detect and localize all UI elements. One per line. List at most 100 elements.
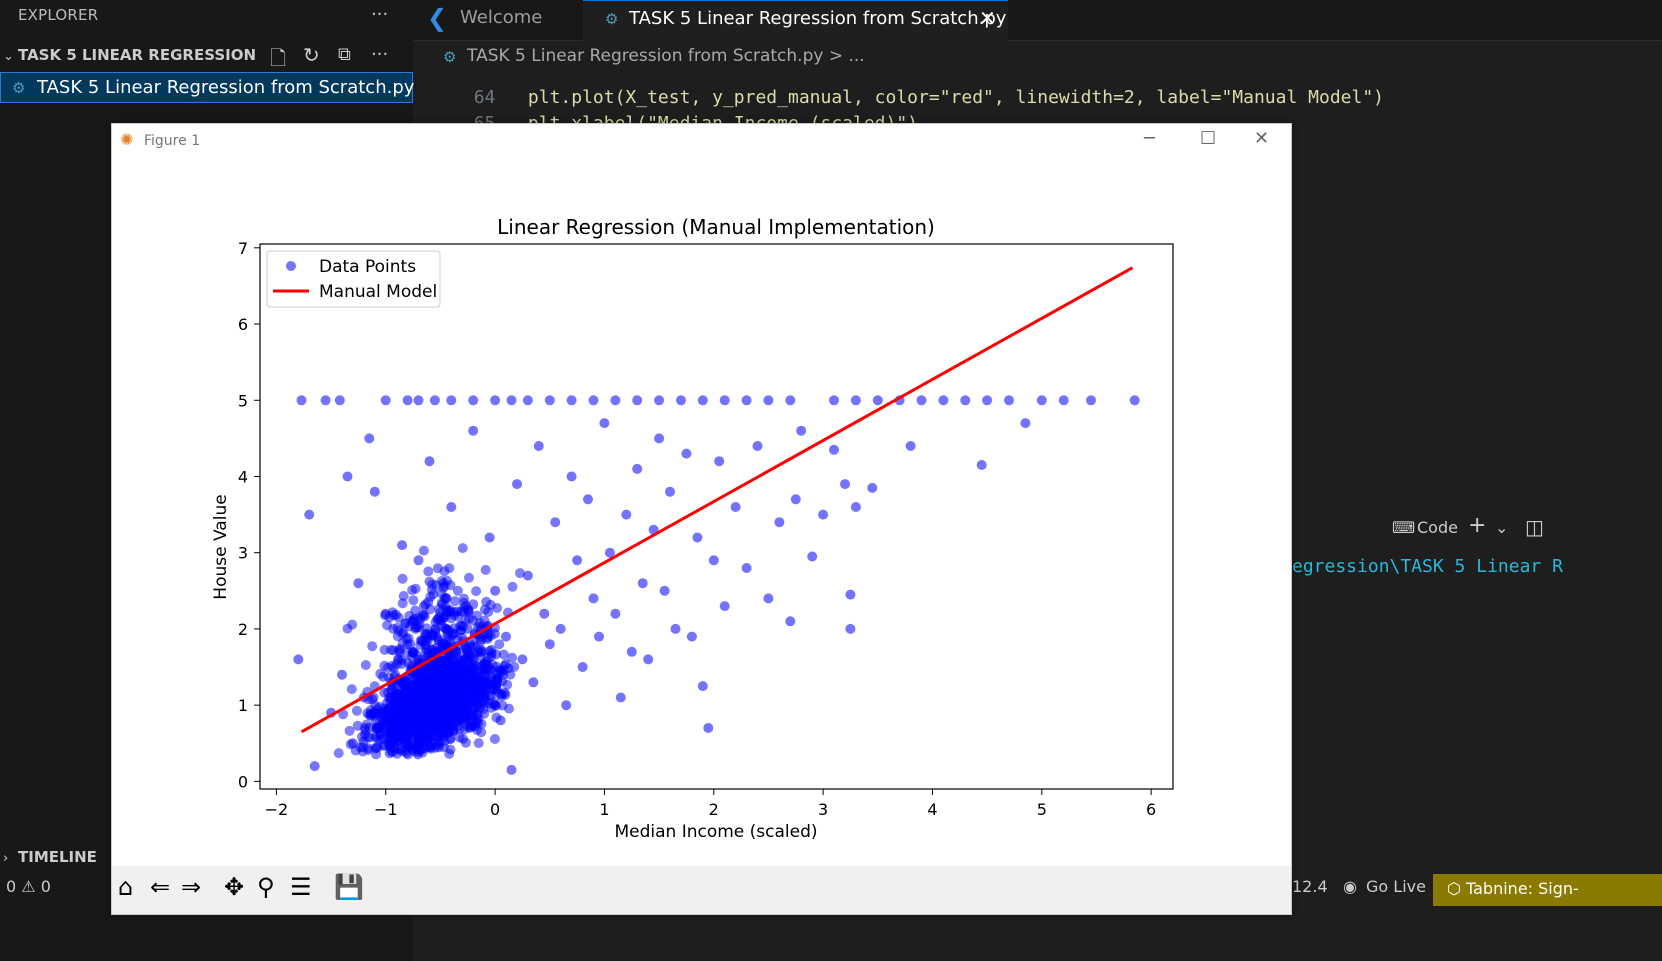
data-point <box>829 395 839 406</box>
data-point <box>697 395 708 406</box>
maximize-icon[interactable]: ☐ <box>1200 128 1217 149</box>
data-point <box>388 623 399 634</box>
new-file-icon[interactable]: 🗋 <box>270 46 287 70</box>
data-point <box>475 621 486 632</box>
data-point <box>451 646 462 657</box>
data-point <box>342 471 353 482</box>
tab-active-file[interactable]: ⚙ TASK 5 Linear Regression from Scratch.… <box>583 0 1008 41</box>
data-point <box>293 654 304 665</box>
data-point <box>495 688 505 699</box>
data-point <box>424 456 435 467</box>
data-point <box>566 471 577 482</box>
data-point <box>484 532 495 543</box>
section-more-icon[interactable]: ··· <box>371 44 389 65</box>
x-tick-label: 4 <box>927 800 937 819</box>
data-point <box>555 623 566 634</box>
tab-welcome[interactable]: ❮ Welcome <box>415 0 583 40</box>
timeline-section[interactable]: TIMELINE <box>18 848 97 866</box>
cursor-position[interactable]: 12.4 <box>1292 877 1328 896</box>
data-point <box>445 734 456 745</box>
data-point <box>407 652 417 663</box>
data-point <box>818 509 829 520</box>
folder-section-title[interactable]: TASK 5 LINEAR REGRESSION <box>18 46 257 64</box>
data-point <box>867 482 878 493</box>
data-point <box>362 732 373 743</box>
configure-subplots-icon[interactable]: ☰ <box>290 873 312 901</box>
legend-label-line: Manual Model <box>319 282 437 302</box>
collapse-all-icon[interactable]: ⧉ <box>338 44 351 65</box>
data-point <box>473 738 484 749</box>
back-icon[interactable]: ⇐ <box>150 873 171 901</box>
data-point <box>730 502 741 512</box>
data-point <box>807 551 818 562</box>
tabnine-status[interactable]: ⬡ Tabnine: Sign- <box>1433 874 1662 906</box>
x-tick-label: 5 <box>1037 800 1047 819</box>
file-tree-item[interactable] <box>0 72 413 103</box>
data-point <box>424 742 435 753</box>
data-point <box>452 585 463 596</box>
data-point <box>413 395 424 406</box>
pan-icon[interactable]: ✥ <box>224 873 245 901</box>
go-live-button[interactable]: Go Live <box>1366 877 1426 896</box>
data-point <box>383 703 394 714</box>
chevron-down-icon[interactable]: ⌄ <box>1495 518 1509 537</box>
data-point <box>577 662 588 672</box>
data-point <box>371 749 382 760</box>
data-point <box>418 545 429 556</box>
explorer-more-icon[interactable]: ··· <box>371 4 389 25</box>
problems-status[interactable]: 0 ⚠ 0 <box>6 877 51 896</box>
data-point <box>850 502 861 512</box>
terminal-icon[interactable]: ⌨ <box>1392 518 1416 537</box>
data-point <box>429 395 440 406</box>
data-point <box>448 662 459 673</box>
figure-window[interactable]: ✺ Figure 1 ─ ☐ ✕ −2 −1 0 1 2 3 4 5 6 0 1 2 3 4 5 6 7 Lin… <box>111 123 1292 915</box>
data-point <box>491 679 502 690</box>
data-point <box>610 608 621 619</box>
data-point <box>397 598 408 609</box>
data-point <box>347 738 358 749</box>
code-line-64[interactable]: 64 plt.plot(X_test, y_pred_manual, color… <box>452 66 1384 108</box>
add-terminal-icon[interactable]: + <box>1468 513 1487 538</box>
data-point <box>697 681 708 692</box>
chevron-down-icon[interactable]: ⌄ <box>3 49 14 64</box>
data-point <box>610 395 621 406</box>
data-point <box>421 634 432 645</box>
data-point <box>408 745 419 756</box>
chevron-right-icon[interactable]: › <box>3 851 9 866</box>
home-icon[interactable]: ⌂ <box>118 873 134 901</box>
zoom-icon[interactable]: ⚲ <box>257 873 275 901</box>
data-point <box>502 679 513 690</box>
data-point <box>397 573 408 584</box>
data-point <box>790 494 801 505</box>
minimize-icon[interactable]: ─ <box>1144 128 1155 149</box>
terminal-code-label[interactable]: Code <box>1417 518 1458 537</box>
x-axis-label: Median Income (scaled) <box>614 822 817 842</box>
split-terminal-icon[interactable]: ◫ <box>1525 515 1544 539</box>
data-point <box>840 479 850 490</box>
x-tick-label: 2 <box>709 800 719 819</box>
scatter-plot: −2 −1 0 1 2 3 4 5 6 0 1 2 3 4 5 6 7 Linear Regression (M… <box>211 215 1174 842</box>
refresh-icon[interactable]: ↻ <box>303 43 320 67</box>
breadcrumb[interactable]: TASK 5 Linear Regression from Scratch.py… <box>467 46 865 66</box>
data-point <box>304 509 315 520</box>
x-tick-label: 6 <box>1146 800 1156 819</box>
data-point <box>397 540 408 551</box>
axes-frame <box>259 243 1174 790</box>
y-axis-label: House Value <box>211 494 231 599</box>
tab-active-label: TASK 5 Linear Regression from Scratch.py <box>629 8 1007 29</box>
data-point <box>1129 395 1140 406</box>
data-point <box>462 623 473 634</box>
data-point <box>402 639 413 650</box>
data-point <box>1058 395 1069 406</box>
chart-title: Linear Regression (Manual Implementation… <box>497 215 935 239</box>
save-icon[interactable]: 💾 <box>334 873 364 901</box>
close-window-icon[interactable]: ✕ <box>1254 128 1270 149</box>
data-point <box>380 395 391 406</box>
close-tab-icon[interactable]: ✕ <box>979 6 996 30</box>
data-point <box>850 395 861 406</box>
data-point <box>449 673 460 684</box>
forward-icon[interactable]: ⇒ <box>181 873 202 901</box>
data-point <box>719 601 730 612</box>
data-point <box>544 639 555 650</box>
file-tree-label[interactable]: TASK 5 Linear Regression from Scratch.py <box>37 77 415 98</box>
